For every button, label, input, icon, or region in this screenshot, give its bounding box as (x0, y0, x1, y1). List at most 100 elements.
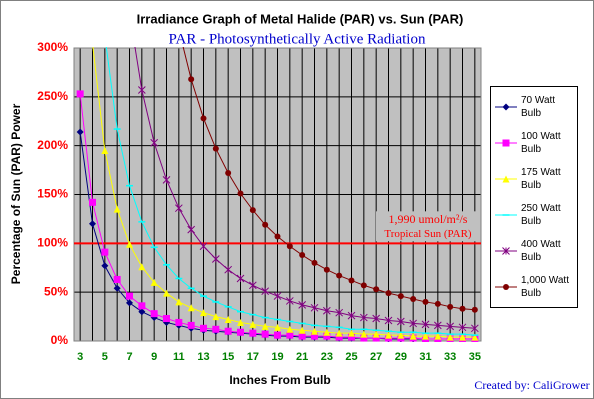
legend-swatch (495, 214, 517, 216)
marker (200, 115, 207, 122)
marker (150, 310, 158, 318)
marker (237, 328, 244, 336)
marker (175, 298, 183, 306)
legend-item: 400 Watt Bulb (491, 238, 577, 264)
marker (458, 323, 467, 332)
marker (137, 86, 146, 94)
marker (409, 332, 417, 340)
x-tick-label: 31 (419, 351, 431, 363)
marker (348, 333, 355, 341)
legend-item: 1,000 Watt Bulb (491, 274, 577, 300)
reference-label-bg (376, 211, 480, 242)
marker (372, 330, 380, 338)
legend-item: 100 Watt Bulb (491, 130, 577, 156)
x-tick-label: 19 (271, 351, 283, 363)
marker (397, 331, 405, 339)
legend-swatch (495, 284, 517, 290)
credit-box (470, 374, 592, 396)
marker (237, 318, 244, 326)
x-tick-label: 5 (102, 351, 108, 363)
legend-swatch (495, 247, 517, 255)
legend-label: 100 Watt Bulb (521, 131, 561, 155)
chart-title: Irradiance Graph of Metal Halide (PAR) v… (137, 11, 464, 26)
chart-subtitle: PAR - Photosynthetically Active Radiatio… (169, 31, 426, 47)
credit: Created by: CaliGrower (474, 378, 589, 392)
marker (200, 309, 207, 317)
series-layer (76, 47, 479, 342)
y-tick-label: 200% (37, 138, 68, 152)
marker (336, 272, 343, 279)
marker (76, 90, 84, 98)
x-tick-label: 17 (247, 351, 259, 363)
marker (311, 259, 318, 266)
marker (286, 325, 294, 333)
marker (385, 331, 392, 339)
marker (113, 275, 121, 283)
marker (384, 316, 393, 325)
marker (285, 297, 294, 305)
marker (434, 300, 441, 307)
marker (89, 198, 96, 206)
marker (286, 331, 294, 339)
x-tick-label: 9 (151, 351, 157, 363)
marker (446, 322, 455, 331)
x-axis-label: Inches From Bulb (229, 373, 330, 387)
marker (274, 233, 281, 240)
legend-item: 175 Watt Bulb (491, 166, 577, 192)
marker (433, 321, 442, 330)
marker (311, 327, 318, 335)
marker (274, 331, 281, 339)
marker (249, 329, 257, 337)
marker (76, 128, 84, 136)
marker (249, 320, 257, 328)
marker (262, 221, 269, 228)
marker (286, 243, 293, 250)
y-tick-label: 0% (51, 333, 69, 347)
marker (434, 332, 442, 340)
y-tick-label: 50% (44, 284, 68, 298)
marker (101, 147, 109, 155)
legend-swatch (495, 139, 517, 147)
marker (175, 318, 183, 326)
marker (422, 298, 429, 305)
marker (421, 320, 430, 329)
marker (224, 316, 232, 324)
x-tick-label: 33 (444, 351, 456, 363)
legend: 70 Watt Bulb 100 Watt Bulb 175 Watt Bulb 25… (490, 86, 578, 308)
y-tick-label: 250% (37, 89, 68, 103)
marker (274, 323, 281, 331)
legend-label: 400 Watt Bulb (521, 239, 561, 263)
marker (225, 170, 232, 177)
marker (248, 281, 257, 290)
marker (273, 292, 282, 300)
marker (101, 248, 109, 256)
marker (138, 263, 146, 271)
marker (335, 329, 343, 337)
legend-item: 70 Watt Bulb (491, 94, 577, 120)
marker (212, 325, 220, 333)
marker (409, 319, 418, 328)
x-tick-label: 27 (370, 351, 382, 363)
marker (261, 322, 269, 330)
marker (335, 308, 344, 317)
marker (126, 240, 133, 248)
marker (199, 242, 208, 251)
y-tick-label: 150% (37, 187, 68, 201)
marker (113, 205, 121, 213)
marker (348, 329, 355, 337)
marker (311, 332, 318, 340)
reference-sublabel: Tropical Sun (PAR) (384, 228, 472, 240)
marker (372, 314, 381, 323)
marker (360, 282, 367, 289)
marker (470, 324, 479, 333)
marker (471, 306, 478, 313)
marker (502, 103, 510, 111)
y-tick-label: 300% (37, 40, 68, 54)
legend-label: 1,000 Watt Bulb (521, 275, 569, 299)
legend-label: 250 Watt Bulb (521, 203, 561, 227)
marker (385, 290, 392, 297)
marker (502, 175, 510, 183)
marker (224, 327, 232, 335)
marker (212, 313, 220, 321)
x-tick-label: 29 (395, 351, 407, 363)
